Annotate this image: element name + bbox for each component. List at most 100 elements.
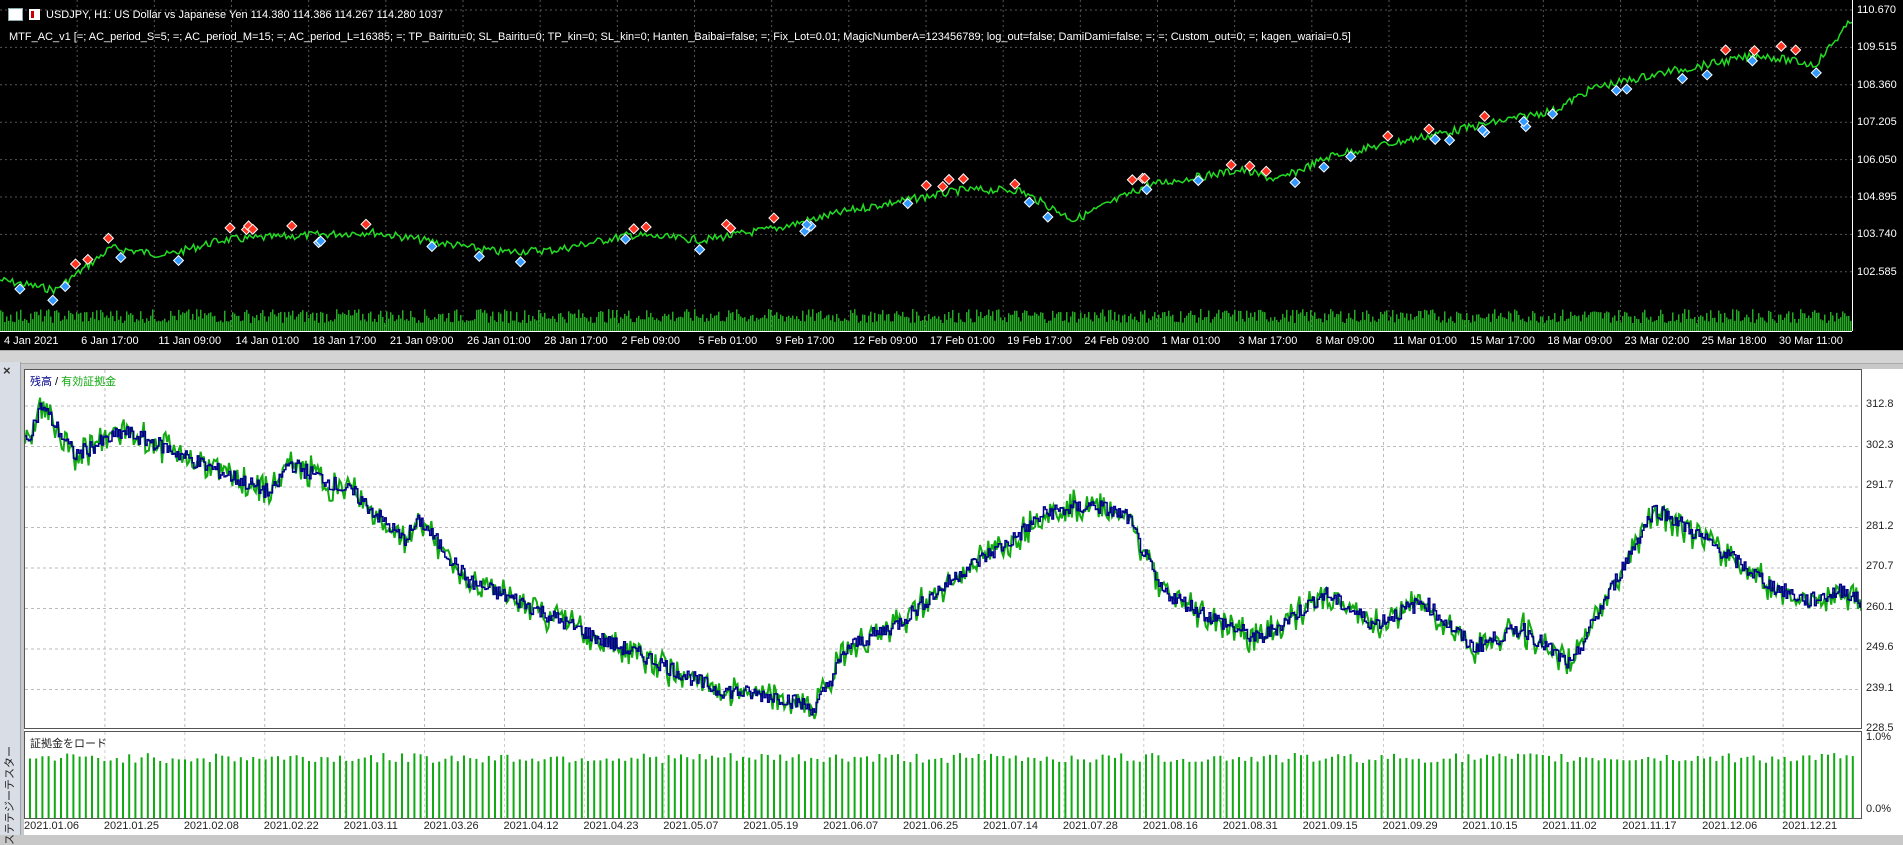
volume-bar bbox=[1632, 322, 1634, 331]
volume-bar bbox=[1346, 318, 1348, 331]
volume-bar bbox=[1728, 319, 1730, 331]
volume-bar bbox=[256, 314, 258, 331]
load-bar bbox=[233, 761, 236, 818]
volume-bar bbox=[376, 322, 378, 331]
volume-bar bbox=[250, 322, 252, 331]
load-bar bbox=[1151, 753, 1154, 818]
volume-bar bbox=[758, 319, 760, 331]
margin-load-label: 証拠金をロード bbox=[30, 738, 107, 750]
load-bar bbox=[171, 758, 174, 818]
volume-bar bbox=[1342, 321, 1344, 331]
volume-bar bbox=[78, 313, 80, 331]
volume-bar bbox=[1170, 316, 1172, 331]
volume-bar bbox=[1844, 313, 1846, 331]
load-bar bbox=[1442, 758, 1445, 818]
volume-bar bbox=[1224, 310, 1226, 331]
volume-bar bbox=[1408, 320, 1410, 331]
volume-bar bbox=[798, 319, 800, 331]
volume-bar bbox=[258, 320, 260, 331]
load-bar bbox=[1529, 753, 1532, 818]
load-bar bbox=[1424, 762, 1426, 818]
volume-bar bbox=[452, 322, 454, 331]
volume-bar bbox=[1366, 310, 1368, 331]
volume-bar bbox=[320, 311, 322, 331]
volume-bar bbox=[1528, 316, 1530, 331]
load-bar bbox=[134, 762, 137, 818]
date-tick: 2021.01.25 bbox=[103, 820, 159, 832]
price-chart-window[interactable]: USDJPY, H1: US Dollar vs Japanese Yen 11… bbox=[0, 0, 1903, 350]
volume-bar bbox=[768, 309, 770, 331]
volume-bar bbox=[846, 319, 848, 331]
volume-bar bbox=[20, 309, 22, 331]
load-bar bbox=[1070, 755, 1073, 818]
balance-graph-window[interactable]: 残高 / 有効証拠金 312.8 302.3 291.7 281.2 270.7 260.… bbox=[24, 369, 1903, 835]
load-bar bbox=[1138, 761, 1141, 818]
window-separator[interactable] bbox=[0, 350, 1903, 364]
volume-bar bbox=[366, 321, 368, 331]
volume-bar bbox=[848, 321, 850, 331]
price-chart-plot[interactable] bbox=[0, 0, 1852, 331]
volume-bar bbox=[30, 313, 32, 331]
close-icon[interactable]: × bbox=[3, 363, 11, 378]
volume-bar bbox=[984, 316, 986, 331]
volume-bar bbox=[1128, 316, 1130, 331]
volume-bar bbox=[1516, 310, 1518, 331]
volume-bar bbox=[1578, 315, 1580, 331]
volume-bar bbox=[1822, 320, 1824, 331]
volume-bar bbox=[1514, 309, 1516, 331]
load-bar bbox=[308, 760, 310, 818]
volume-bar bbox=[108, 317, 110, 331]
volume-bar bbox=[1780, 314, 1782, 331]
volume-bar bbox=[572, 314, 574, 331]
volume-bar bbox=[720, 321, 722, 331]
volume-bar bbox=[1814, 310, 1816, 331]
balance-equity-plot[interactable] bbox=[24, 369, 1862, 729]
volume-bar bbox=[1604, 313, 1606, 331]
volume-bar bbox=[468, 320, 470, 331]
volume-bar bbox=[774, 314, 776, 331]
volume-bar bbox=[900, 316, 902, 331]
sell-marker bbox=[102, 232, 115, 244]
load-bar bbox=[60, 757, 62, 818]
volume-bar bbox=[50, 316, 52, 331]
volume-bar bbox=[816, 313, 818, 331]
volume-bar bbox=[478, 309, 480, 331]
volume-bar bbox=[1734, 320, 1736, 331]
load-bar bbox=[1318, 760, 1321, 818]
volume-bar bbox=[162, 320, 164, 331]
load-bar bbox=[1269, 754, 1271, 818]
load-bar bbox=[1696, 755, 1699, 818]
volume-bar bbox=[22, 320, 24, 331]
volume-bar bbox=[44, 316, 46, 331]
time-tick: 25 Mar 18:00 bbox=[1701, 335, 1767, 347]
volume-bar bbox=[1574, 315, 1576, 331]
price-tick: 104.895 bbox=[1857, 191, 1897, 203]
volume-bar bbox=[1484, 318, 1486, 331]
load-bar bbox=[475, 758, 478, 818]
volume-bar bbox=[800, 320, 802, 331]
volume-bar bbox=[1244, 321, 1246, 331]
load-bar bbox=[649, 757, 651, 818]
load-bar bbox=[1337, 754, 1340, 818]
volume-bar bbox=[1812, 311, 1814, 331]
volume-bar bbox=[1762, 317, 1764, 331]
load-bar bbox=[264, 759, 267, 818]
volume-bar bbox=[10, 314, 12, 331]
volume-bar bbox=[1508, 311, 1510, 331]
volume-bar bbox=[100, 309, 102, 331]
volume-bar bbox=[1834, 321, 1836, 331]
load-bar bbox=[667, 755, 670, 818]
volume-bar bbox=[1360, 320, 1362, 331]
load-bar bbox=[1362, 762, 1364, 818]
volume-bar bbox=[1546, 320, 1548, 331]
volume-bar bbox=[188, 309, 190, 331]
volume-bar bbox=[1532, 311, 1534, 331]
load-bar bbox=[1802, 755, 1805, 818]
volume-bar bbox=[1488, 313, 1490, 331]
load-bar bbox=[1002, 755, 1005, 818]
volume-bar bbox=[1050, 320, 1052, 331]
volume-bar bbox=[1330, 309, 1332, 331]
volume-bar bbox=[804, 321, 806, 331]
buy-marker bbox=[1443, 134, 1456, 146]
time-tick: 9 Feb 17:00 bbox=[775, 335, 835, 347]
